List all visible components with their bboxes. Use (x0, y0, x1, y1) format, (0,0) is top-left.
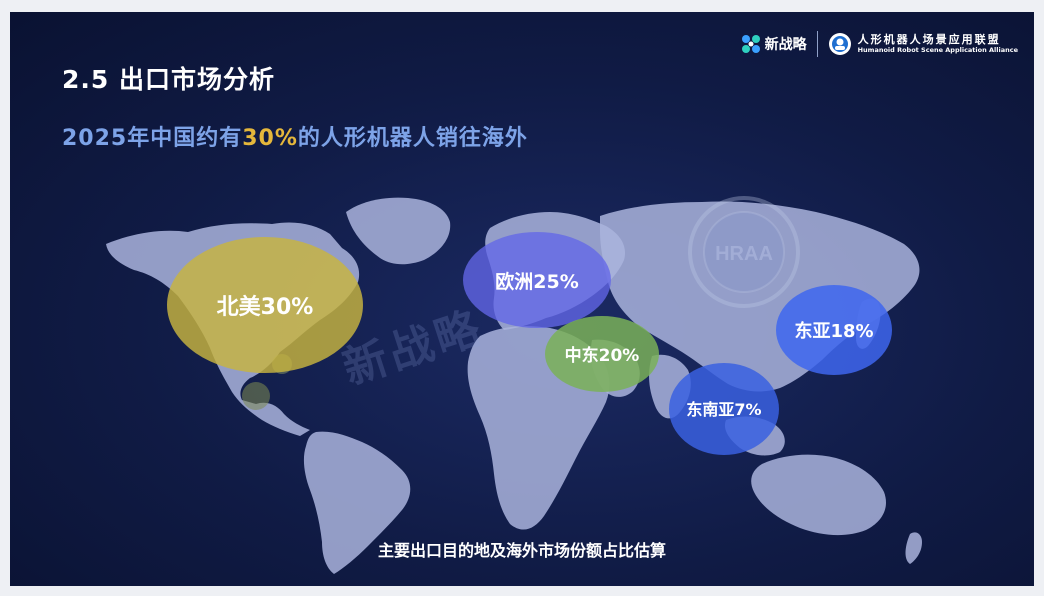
brand-a-logo: 新战略 (740, 33, 807, 55)
page-subtitle: 2025年中国约有30%的人形机器人销往海外 (62, 120, 528, 152)
region-north-america: 北美30% (167, 237, 363, 373)
region-east-asia: 东亚18% (776, 285, 892, 375)
brand-b-logo: 人形机器人场景应用联盟 Humanoid Robot Scene Applica… (828, 32, 1018, 56)
logo-divider (816, 31, 818, 57)
region-label-east-asia: 东亚18% (794, 320, 873, 342)
seal-text: HRAA (715, 243, 773, 265)
subtitle-highlight: 30% (242, 126, 298, 151)
map-caption: 主要出口目的地及海外市场份额占比估算 (377, 541, 666, 560)
region-europe: 欧洲25% (463, 232, 611, 328)
brand-b-text: 人形机器人场景应用联盟 Humanoid Robot Scene Applica… (857, 32, 1018, 54)
subtitle-pre: 2025年中国约有 (62, 126, 243, 151)
logo-bar: 新战略 人形机器人场景应用联盟 Humanoid Robot Scene App… (740, 28, 1018, 60)
page-title: 2.5 出口市场分析 (62, 65, 275, 94)
brand-b-name-cn: 人形机器人场景应用联盟 (857, 32, 1001, 46)
region-label-north-america: 北美30% (217, 294, 314, 320)
region-southeast-asia: 东南亚7% (669, 363, 779, 455)
brand-b-icon (828, 33, 851, 55)
brand-a-name: 新战略 (764, 37, 807, 53)
region-bubbles: 北美30% 欧洲25% 中东20% 东亚18% 东南亚7% (167, 232, 892, 455)
brand-b-name-en: Humanoid Robot Scene Application Allianc… (857, 45, 1018, 54)
hraa-seal-icon: HRAA (688, 196, 800, 308)
slide: 新战略 HRAA 北美30% 欧洲25% 中东20% 东亚18% (10, 12, 1034, 586)
region-label-southeast-asia: 东南亚7% (686, 400, 761, 419)
region-middle-east: 中东20% (545, 316, 659, 392)
region-label-europe: 欧洲25% (495, 270, 578, 293)
subtitle-post: 的人形机器人销往海外 (297, 126, 528, 151)
region-label-middle-east: 中东20% (565, 345, 640, 366)
brand-a-icon (741, 35, 760, 53)
